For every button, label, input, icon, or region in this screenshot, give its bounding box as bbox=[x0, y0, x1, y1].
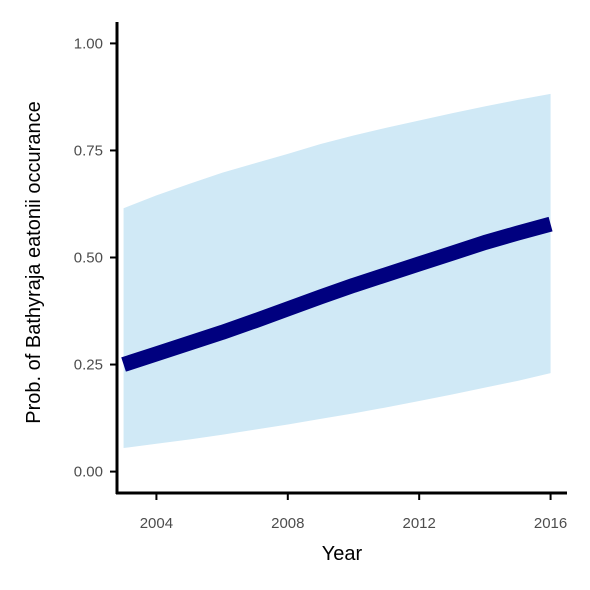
y-tick-label: 0.00 bbox=[74, 464, 103, 481]
plot-panel bbox=[121, 93, 553, 449]
fitted-line bbox=[121, 216, 553, 372]
x-tick-label: 2004 bbox=[140, 515, 173, 532]
x-tick-label: 2016 bbox=[534, 515, 567, 532]
y-tick-label: 0.50 bbox=[74, 250, 103, 267]
y-tick-label: 0.25 bbox=[74, 357, 103, 374]
y-axis-title: Prob. of Bathyraja eatonii occurance bbox=[23, 101, 45, 423]
y-axis-ticks: 0.00 0.25 0.50 0.75 1.00 bbox=[74, 35, 117, 481]
x-axis-title: Year bbox=[322, 543, 363, 565]
y-tick-label: 1.00 bbox=[74, 35, 103, 52]
x-tick-label: 2008 bbox=[271, 515, 304, 532]
x-tick-label: 2012 bbox=[403, 515, 436, 532]
confidence-ribbon bbox=[123, 93, 551, 449]
y-tick-label: 0.75 bbox=[74, 142, 103, 159]
x-axis-ticks: 2004 2008 2012 2016 bbox=[140, 493, 567, 532]
